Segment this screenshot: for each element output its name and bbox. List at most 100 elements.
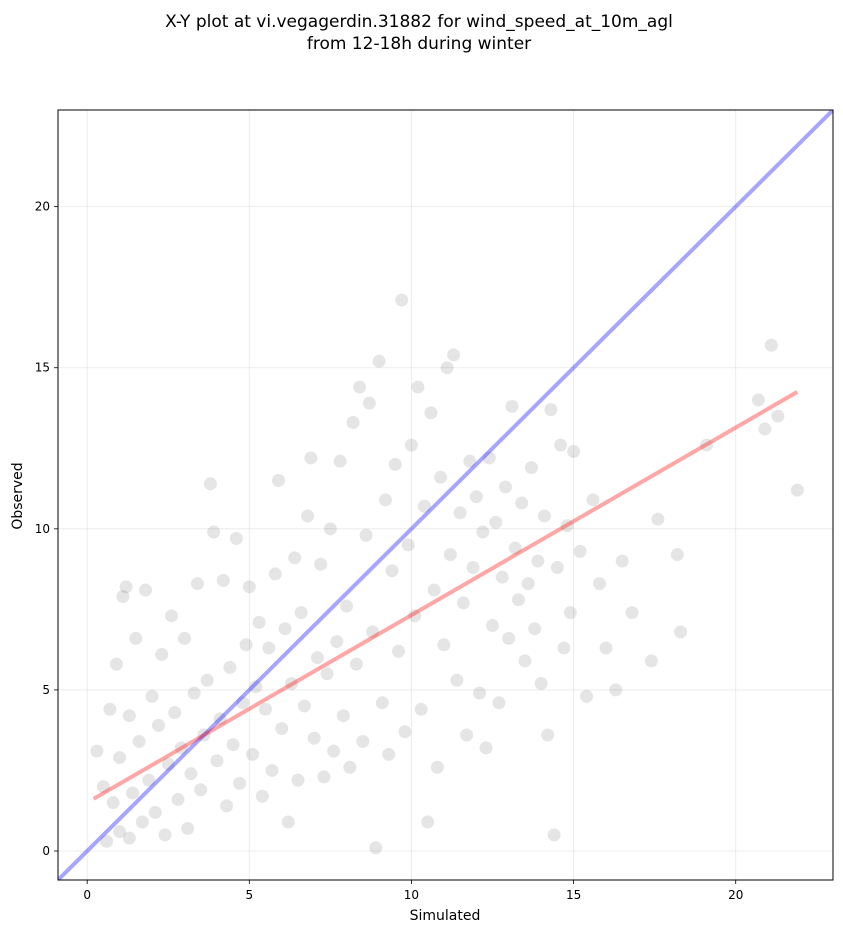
scatter-point [171, 792, 185, 806]
scatter-point [508, 541, 522, 555]
scatter-point [644, 654, 658, 668]
scatter-point [210, 754, 224, 768]
x-axis-label: Simulated [410, 908, 481, 924]
scatter-point [281, 815, 295, 829]
scatter-point [395, 293, 409, 307]
scatter-point [275, 722, 289, 736]
plot-frame [57, 109, 834, 881]
grid-lines [58, 110, 833, 880]
x-tick-label: 10 [404, 888, 419, 902]
scatter-point [408, 609, 422, 623]
scatter-point [262, 641, 276, 655]
scatter-point [404, 438, 418, 452]
scatter-point [375, 696, 389, 710]
scatter-point [498, 480, 512, 494]
scatter-point [122, 831, 136, 845]
scatter-point [385, 564, 399, 578]
scatter-point [554, 438, 568, 452]
scatter-point [301, 509, 315, 523]
scatter-point [537, 509, 551, 523]
scatter-point [674, 625, 688, 639]
scatter-point [174, 741, 188, 755]
scatter-point [203, 477, 217, 491]
scatter-point [511, 593, 525, 607]
scatter-point [343, 760, 357, 774]
scatter-point [109, 657, 123, 671]
scatter-point [317, 770, 331, 784]
scatter-point [437, 638, 451, 652]
x-tick-label: 5 [245, 888, 253, 902]
scatter-point [460, 728, 474, 742]
scatter-point [148, 805, 162, 819]
scatter-point [320, 667, 334, 681]
identity-line [58, 110, 833, 880]
scatter-point [421, 815, 435, 829]
scatter-point [294, 606, 308, 620]
scatter-point [184, 767, 198, 781]
scatter-point [771, 409, 785, 423]
scatter-point [268, 567, 282, 581]
scatter-point [563, 606, 577, 620]
scatter-point [362, 396, 376, 410]
scatter-point [187, 686, 201, 700]
scatter-point [586, 493, 600, 507]
scatter-point [424, 406, 438, 420]
scatter-point [550, 560, 564, 574]
reference-lines [58, 110, 833, 880]
scatter-point [116, 589, 130, 603]
scatter-point [700, 438, 714, 452]
scatter-point [447, 348, 461, 362]
scatter-point [249, 680, 263, 694]
scatter-point [330, 635, 344, 649]
scatter-point [90, 744, 104, 758]
scatter-point [194, 783, 208, 797]
scatter-point [456, 596, 470, 610]
scatter-point [246, 747, 260, 761]
scatter-point [152, 718, 166, 732]
scatter-point [443, 548, 457, 562]
scatter-point [272, 474, 286, 488]
scatter-point [161, 757, 175, 771]
scatter-point [327, 744, 341, 758]
scatter-point [466, 560, 480, 574]
scatter-point [340, 599, 354, 613]
scatter-point [401, 538, 415, 552]
scatter-point [790, 483, 804, 497]
scatter-point [190, 577, 204, 591]
scatter-point [547, 828, 561, 842]
scatter-point [197, 728, 211, 742]
scatter-point [651, 512, 665, 526]
scatter-point [398, 725, 412, 739]
scatter-point [505, 399, 519, 413]
y-tick-label: 20 [35, 200, 50, 214]
scatter-point [453, 506, 467, 520]
scatter-point [96, 780, 110, 794]
scatter-point [518, 654, 532, 668]
scatter-point [515, 496, 529, 510]
scatter-point [304, 451, 318, 465]
scatter-point [307, 731, 321, 745]
scatter-point [255, 789, 269, 803]
scatter-point [168, 705, 182, 719]
scatter-point [382, 747, 396, 761]
scatter-point [284, 676, 298, 690]
scatter-point [297, 699, 311, 713]
scatter-point [177, 631, 191, 645]
scatter-point [142, 773, 156, 787]
scatter-point [359, 528, 373, 542]
scatter-point [450, 673, 464, 687]
scatter-point [427, 583, 441, 597]
scatter-point [132, 734, 146, 748]
scatter-point [242, 580, 256, 594]
scatter-point [113, 751, 127, 765]
scatter-point [122, 709, 136, 723]
scatter-point [119, 580, 133, 594]
scatter-point [103, 702, 117, 716]
scatter-point [372, 354, 386, 368]
scatter-point [239, 638, 253, 652]
scatter-point [544, 403, 558, 417]
scatter-point [482, 451, 496, 465]
scatter-point [391, 644, 405, 658]
scatter-point [216, 573, 230, 587]
scatter-point [259, 702, 273, 716]
